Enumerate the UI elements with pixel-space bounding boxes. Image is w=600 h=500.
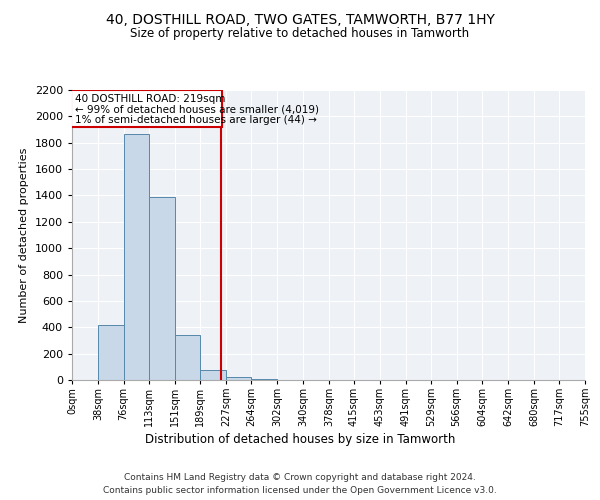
Text: Contains HM Land Registry data © Crown copyright and database right 2024.: Contains HM Land Registry data © Crown c… <box>124 472 476 482</box>
Text: Distribution of detached houses by size in Tamworth: Distribution of detached houses by size … <box>145 432 455 446</box>
Bar <box>149 197 175 380</box>
Bar <box>226 376 251 380</box>
Y-axis label: Number of detached properties: Number of detached properties <box>19 148 29 322</box>
Bar <box>71 90 222 127</box>
Text: Size of property relative to detached houses in Tamworth: Size of property relative to detached ho… <box>130 28 470 40</box>
Bar <box>200 370 226 380</box>
Text: 1% of semi-detached houses are larger (44) →: 1% of semi-detached houses are larger (4… <box>75 115 317 125</box>
Text: 40 DOSTHILL ROAD: 219sqm: 40 DOSTHILL ROAD: 219sqm <box>75 94 225 104</box>
Bar <box>124 134 149 380</box>
Text: Contains public sector information licensed under the Open Government Licence v3: Contains public sector information licen… <box>103 486 497 495</box>
Text: 40, DOSTHILL ROAD, TWO GATES, TAMWORTH, B77 1HY: 40, DOSTHILL ROAD, TWO GATES, TAMWORTH, … <box>106 12 494 26</box>
Text: ← 99% of detached houses are smaller (4,019): ← 99% of detached houses are smaller (4,… <box>75 104 319 115</box>
Bar <box>175 335 200 380</box>
Bar <box>98 324 124 380</box>
